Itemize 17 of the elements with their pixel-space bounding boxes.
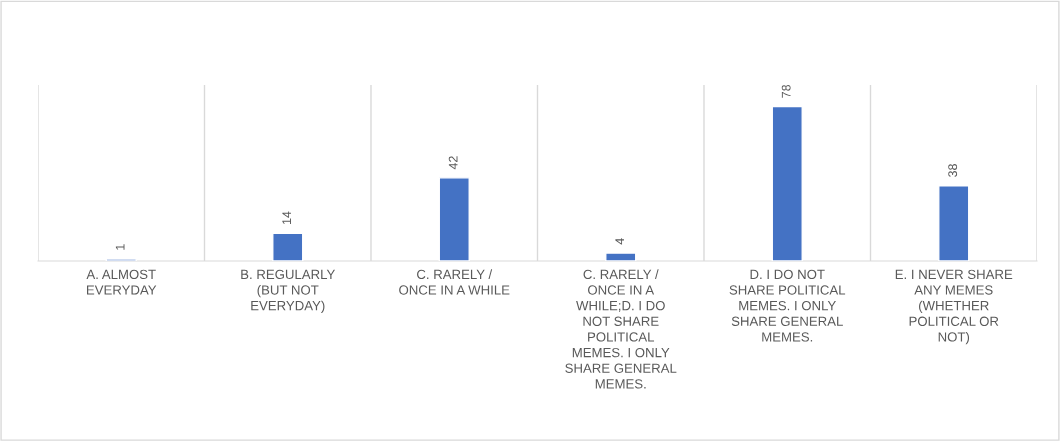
data-label: 4: [615, 238, 624, 245]
bar: [938, 185, 970, 261]
x-tick-label: B. REGULARLY (BUT NOT EVERYDAY): [241, 269, 335, 313]
bar: [605, 252, 637, 261]
data-label: 78: [781, 84, 791, 98]
bar: [438, 177, 470, 261]
data-label: 14: [282, 211, 291, 224]
data-label: 42: [448, 156, 458, 170]
x-tick-label: D. I DO NOT SHARE POLITICAL MEMES. I ONLY SHARE GENERAL MEMES.: [729, 269, 846, 342]
data-label: 1: [115, 244, 125, 250]
bar: [272, 232, 304, 261]
x-tick-label: C. RARELY / ONCE IN A WHILE;D. I DO NOT SHARE POLITICAL MEMES. I ONLY SHARE GENERAL MEMES.: [565, 269, 677, 389]
x-tick-label: E. I NEVER SHARE ANY MEMES (WHETHER POLITICAL OR NOT): [895, 269, 1013, 345]
bar: [771, 105, 803, 261]
x-tick-label: A. ALMOST EVERYDAY: [86, 269, 157, 295]
x-tick-label: C. RARELY / ONCE IN A WHILE: [399, 269, 510, 295]
data-label: 38: [948, 164, 958, 177]
